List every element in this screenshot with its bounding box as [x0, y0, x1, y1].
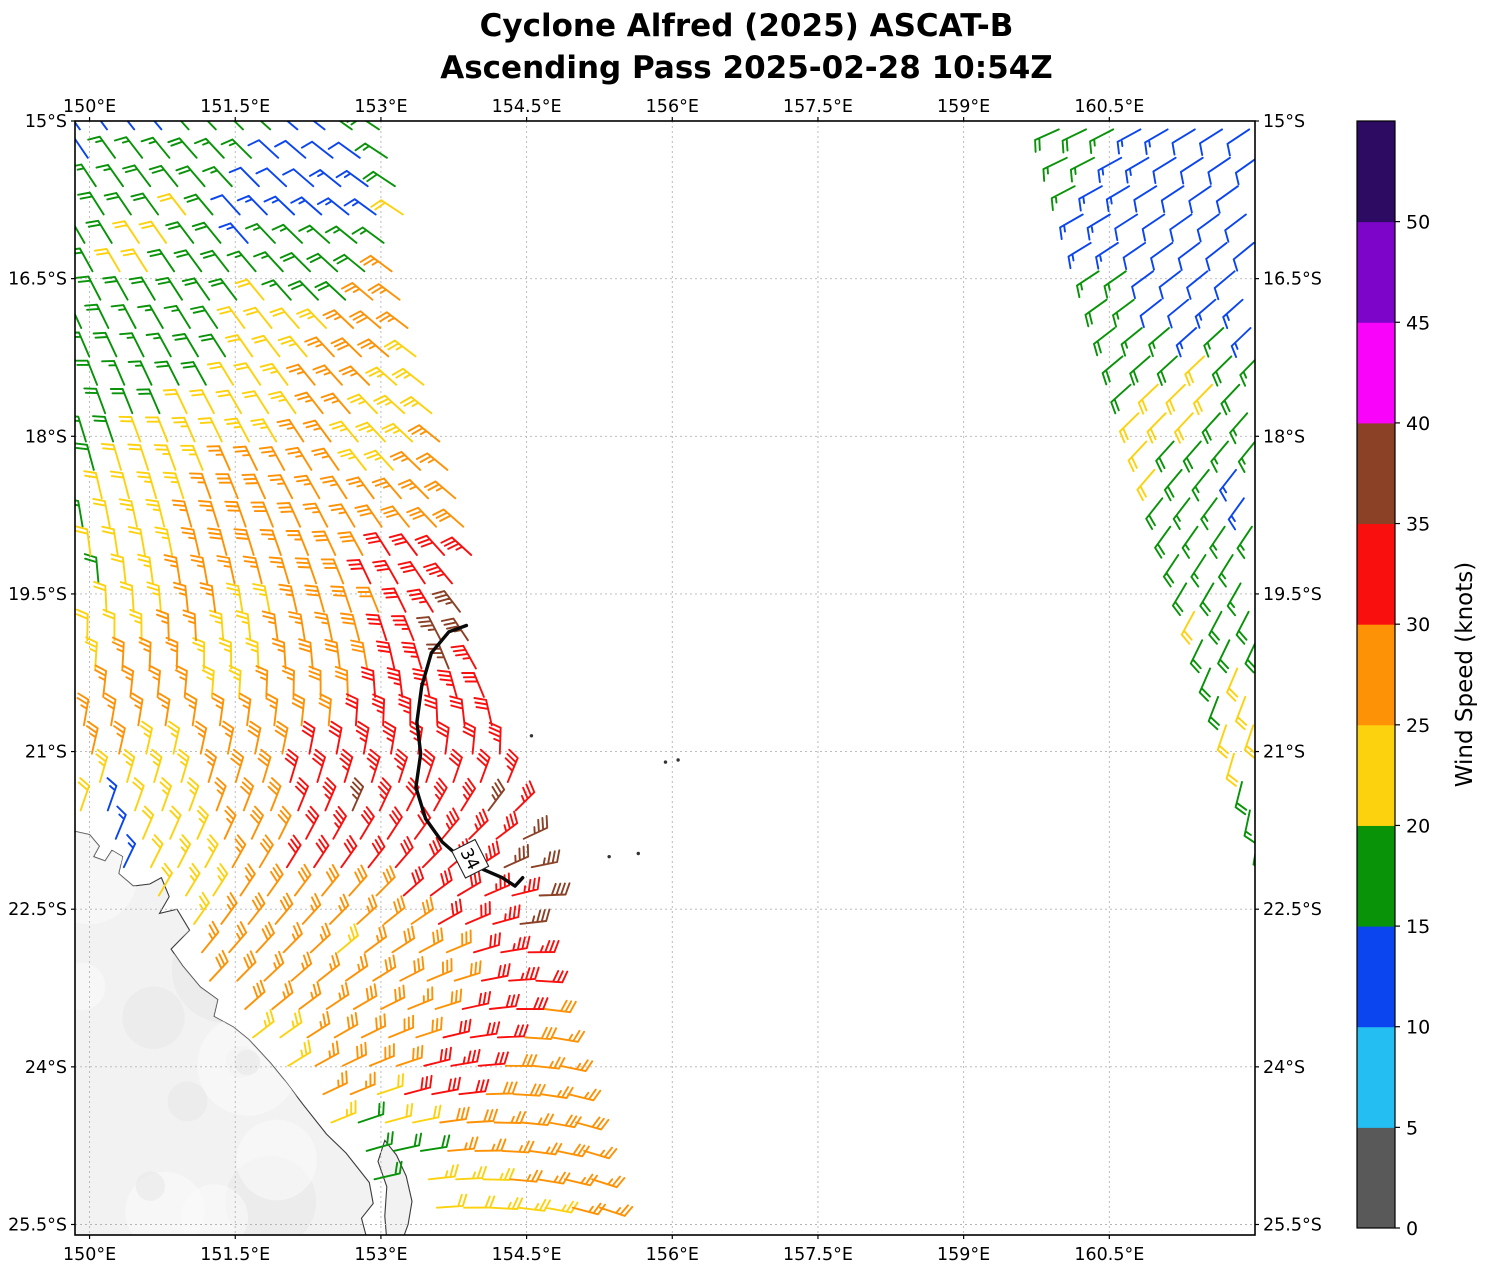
colorbar-tick-50: 50 [1406, 212, 1430, 234]
lon-tick-top: 159°E [937, 97, 990, 117]
lat-tick-left: 24°S [25, 1058, 67, 1078]
colorbar: 0 5 10 15 20 25 30 35 40 45 50 Wind Speed (knots) [1356, 120, 1478, 1240]
lon-tick-bottom: 159°E [937, 1245, 990, 1264]
colorbar-tick-40: 40 [1406, 413, 1430, 435]
fraser-island [377, 1139, 413, 1235]
barbs-35-40kt [350, 590, 571, 925]
lat-tick-left: 21°S [25, 743, 67, 763]
lat-tick-left: 15°S [25, 112, 67, 132]
gale-radius-34kt-contour [414, 623, 525, 888]
barbs-15-20kt [75, 121, 1255, 1181]
plot-border [74, 120, 1256, 1236]
lon-tick-bottom: 154.5°E [492, 1245, 562, 1264]
lon-tick-top: 150°E [63, 97, 116, 117]
lon-tick-top: 157.5°E [783, 97, 853, 117]
lat-tick-right: 21°S [1263, 743, 1305, 763]
colorbar-axis-label: Wind Speed (knots) [1452, 562, 1478, 787]
colorbar-tick-30: 30 [1406, 614, 1430, 636]
map-area: 34 [75, 121, 1255, 1235]
lon-tick-top: 160.5°E [1074, 97, 1144, 117]
colorbar-tick-45: 45 [1406, 312, 1430, 334]
plot-title-line2: Ascending Pass 2025-02-28 10:54Z [440, 50, 1053, 86]
wind-barb-field [75, 121, 1255, 1217]
lat-tick-right: 22.5°S [1263, 900, 1322, 920]
colorbar-segment-15-20 [1357, 825, 1395, 927]
lon-tick-bottom: 156°E [646, 1245, 699, 1264]
colorbar-segment-10-15 [1357, 926, 1395, 1028]
lat-tick-left: 19.5°S [8, 585, 67, 605]
colorbar-tick-15: 15 [1406, 916, 1430, 938]
lon-tick-bottom: 151.5°E [200, 1245, 270, 1264]
colorbar-segment->50 [1357, 121, 1395, 223]
axis-ticks [71, 117, 1259, 1239]
colorbar-segment-25-30 [1357, 624, 1395, 726]
lat-tick-left: 16.5°S [8, 270, 67, 290]
colorbar-segment-5-10 [1357, 1026, 1395, 1128]
colorbar-tick-10: 10 [1406, 1017, 1430, 1039]
gridlines [75, 121, 1255, 1235]
lon-tick-top: 154.5°E [492, 97, 562, 117]
lon-tick-bottom: 157.5°E [783, 1245, 853, 1264]
lon-tick-bottom: 160.5°E [1074, 1245, 1144, 1264]
colorbar-tick-20: 20 [1406, 815, 1430, 837]
lat-tick-right: 19.5°S [1263, 585, 1322, 605]
lat-tick-left: 18°S [25, 427, 67, 447]
lat-tick-left: 22.5°S [8, 900, 67, 920]
colorbar-tick-35: 35 [1406, 514, 1430, 536]
lat-tick-right: 15°S [1263, 112, 1305, 132]
lon-tick-bottom: 153°E [354, 1245, 407, 1264]
colorbar-border [1356, 120, 1396, 1229]
colorbar-tick-0: 0 [1406, 1218, 1418, 1240]
colorbar-segment-20-25 [1357, 724, 1395, 826]
lat-tick-right: 25.5°S [1263, 1215, 1322, 1235]
lon-tick-top: 156°E [646, 97, 699, 117]
lon-tick-top: 153°E [354, 97, 407, 117]
lat-tick-right: 24°S [1263, 1058, 1305, 1078]
colorbar-segment-0-5 [1357, 1127, 1395, 1229]
barbs-10-15kt [75, 121, 1255, 869]
colorbar-segment-40-45 [1357, 322, 1395, 424]
lon-tick-bottom: 150°E [63, 1245, 116, 1264]
lat-tick-right: 18°S [1263, 427, 1305, 447]
axis-tick-labels: 150°E 150°E 151.5°E 151.5°E 153°E 153°E 154.5°… [8, 97, 1322, 1264]
contour-label-34: 34 [451, 838, 490, 879]
colorbar-tick-25: 25 [1406, 715, 1430, 737]
lat-tick-right: 16.5°S [1263, 270, 1322, 290]
colorbar-segment-45-50 [1357, 221, 1395, 323]
barbs-25-30kt [76, 254, 634, 1217]
colorbar-segment-35-40 [1357, 422, 1395, 525]
colorbar-tick-5: 5 [1406, 1117, 1418, 1139]
colorbar-segment-30-35 [1357, 523, 1395, 625]
lon-tick-top: 151.5°E [200, 97, 270, 117]
plot-title-line1: Cyclone Alfred (2025) ASCAT-B [479, 8, 1014, 44]
lat-tick-left: 25.5°S [8, 1215, 67, 1235]
islets [529, 734, 680, 859]
